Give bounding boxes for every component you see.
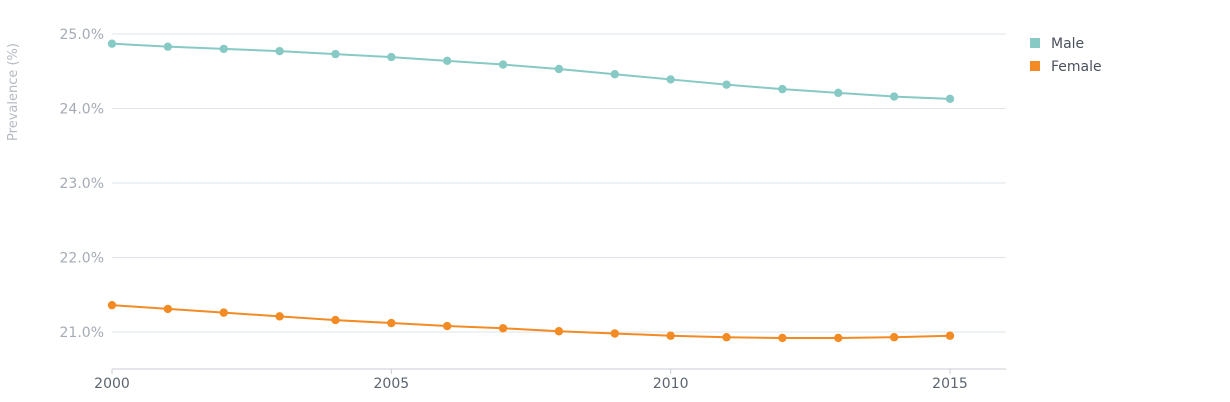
data-point: [331, 315, 340, 325]
data-point: [107, 300, 117, 310]
data-point: [778, 333, 787, 343]
data-point: [443, 321, 452, 331]
data-point: [387, 52, 396, 62]
legend: Male Female: [1030, 36, 1102, 75]
y-tick-label: 25.0%: [60, 27, 104, 43]
data-point: [666, 331, 675, 340]
x-tick-label: 2010: [653, 376, 689, 392]
data-point: [498, 60, 508, 69]
data-point: [722, 333, 731, 342]
data-point: [219, 308, 228, 317]
series-line: [111, 42, 951, 100]
data-point: [275, 46, 284, 56]
data-point: [498, 324, 508, 333]
data-point: [275, 312, 284, 321]
data-point: [554, 64, 564, 74]
y-axis-label: Prevalence (%): [6, 43, 21, 141]
data-point: [610, 329, 619, 338]
series-line: [111, 304, 951, 339]
data-point: [889, 333, 899, 342]
data-point: [666, 75, 675, 84]
data-point: [443, 56, 452, 66]
y-tick-label: 22.0%: [60, 251, 104, 267]
data-point: [554, 327, 564, 336]
y-tick-label: 24.0%: [60, 102, 104, 118]
series: [107, 39, 955, 343]
y-tick-label: 23.0%: [60, 176, 104, 192]
data-point: [387, 318, 396, 328]
data-point: [834, 88, 843, 98]
series-female: [107, 300, 955, 343]
x-tick-label: 2005: [374, 376, 410, 392]
x-tick-label: 2015: [932, 376, 968, 392]
data-point: [945, 94, 955, 104]
legend-label: Female: [1051, 59, 1102, 75]
data-point: [778, 84, 787, 94]
data-point: [107, 39, 117, 48]
data-point: [163, 304, 173, 314]
legend-swatch: [1030, 38, 1040, 48]
data-point: [722, 80, 731, 89]
data-point: [834, 333, 843, 343]
axes: 2000 2005 2010 2015: [94, 368, 1006, 392]
data-point: [331, 49, 340, 59]
data-point: [219, 44, 228, 54]
y-tick-label: 21.0%: [60, 325, 104, 341]
x-tick-label: 2000: [94, 376, 130, 392]
legend-swatch: [1030, 61, 1040, 71]
data-point: [889, 92, 899, 101]
data-point: [163, 42, 173, 51]
gridlines: 25.0% 24.0% 23.0% 22.0% 21.0%: [60, 27, 1006, 341]
data-point: [945, 331, 955, 340]
data-point: [610, 70, 619, 79]
series-male: [107, 39, 955, 104]
legend-label: Male: [1051, 36, 1084, 52]
